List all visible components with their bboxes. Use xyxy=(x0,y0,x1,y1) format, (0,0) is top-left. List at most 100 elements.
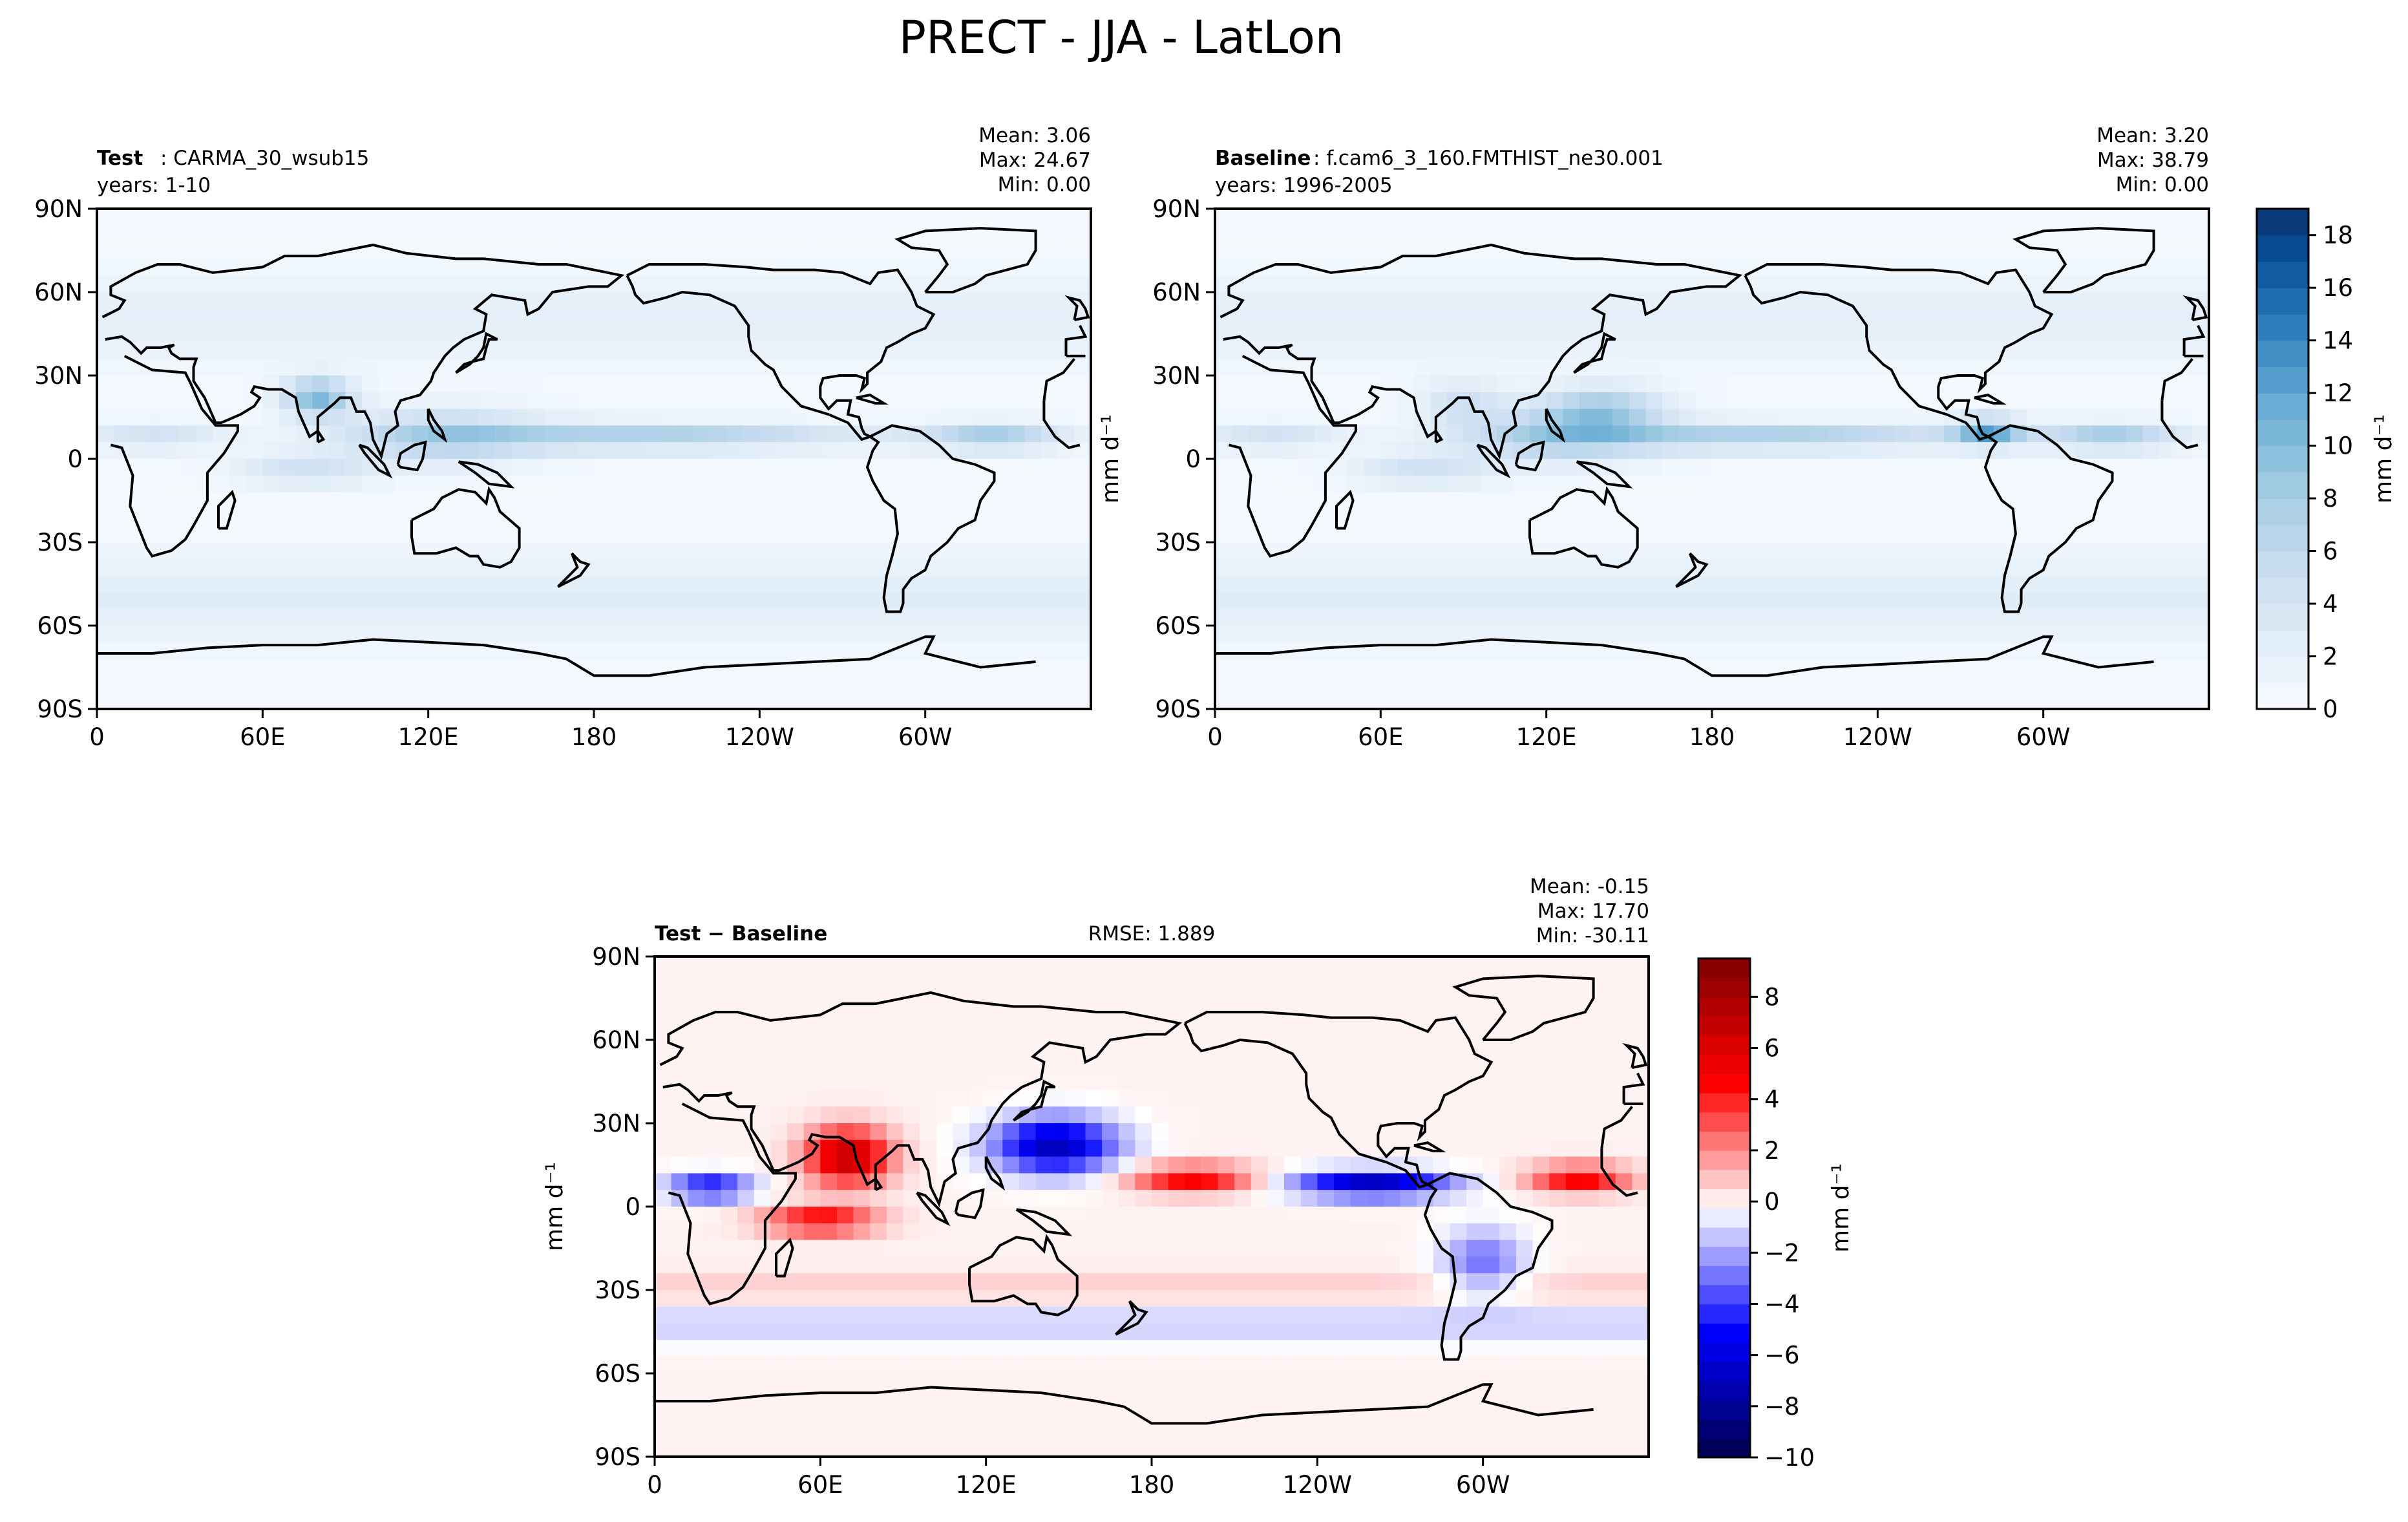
test-heatmap-cell xyxy=(610,575,628,593)
test-heatmap-cell xyxy=(975,242,992,259)
baseline-heatmap-cell xyxy=(1264,558,1282,576)
test-heatmap-cell xyxy=(163,275,180,293)
difference-heatmap-cell xyxy=(688,1306,705,1324)
baseline-heatmap-cell xyxy=(2126,308,2144,326)
test-heatmap-cell xyxy=(610,308,628,326)
test-heatmap-cell xyxy=(328,275,346,293)
test-heatmap-cell xyxy=(146,675,164,693)
baseline-heatmap-cell xyxy=(1314,575,1332,593)
baseline-xtick-label: 120E xyxy=(1516,723,1577,751)
baseline-heatmap-cell xyxy=(1712,308,1729,326)
baseline-heatmap-cell xyxy=(1662,525,1680,543)
test-heatmap-cell xyxy=(395,509,412,526)
test-heatmap-cell xyxy=(196,659,214,676)
test-heatmap-cell xyxy=(378,375,396,393)
difference-heatmap-cell xyxy=(1102,1156,1119,1174)
baseline-heatmap-cell xyxy=(1446,609,1464,626)
baseline-heatmap-cell xyxy=(1413,225,1431,243)
test-heatmap-cell xyxy=(560,408,578,426)
baseline-heatmap-cell xyxy=(1463,592,1481,609)
baseline-heatmap-cell xyxy=(1728,308,1746,326)
test-heatmap-cell xyxy=(412,475,429,493)
difference-heatmap-cell xyxy=(1300,1223,1318,1241)
test-heatmap-cell xyxy=(560,442,578,460)
test-heatmap-cell xyxy=(146,342,164,359)
baseline-heatmap-cell xyxy=(2159,292,2177,310)
figure-title: PRECT - JJA - LatLon xyxy=(899,11,1344,64)
baseline-heatmap-cell xyxy=(1927,209,1945,226)
baseline-heatmap-cell xyxy=(1530,492,1547,509)
difference-heatmap-cell xyxy=(704,1240,722,1257)
test-heatmap-cell xyxy=(478,542,495,560)
difference-heatmap-cell xyxy=(969,1223,987,1241)
test-heatmap-cell xyxy=(461,575,479,593)
difference-heatmap-cell xyxy=(1118,1073,1135,1090)
baseline-heatmap-cell xyxy=(1678,626,1696,643)
test-heatmap-cell xyxy=(1041,492,1059,509)
baseline-heatmap-cell xyxy=(1877,492,1895,509)
test-heatmap-cell xyxy=(660,492,677,509)
baseline-heatmap-cell xyxy=(1712,292,1729,310)
difference-heatmap-cell xyxy=(1234,1040,1252,1057)
baseline-heatmap-cell xyxy=(1364,209,1381,226)
baseline-heatmap-cell xyxy=(1463,509,1481,526)
difference-heatmap-cell xyxy=(1068,1156,1086,1174)
test-heatmap-cell xyxy=(693,308,711,326)
difference-heatmap-cell xyxy=(721,1240,738,1257)
test-heatmap-cell xyxy=(859,342,876,359)
difference-heatmap-cell xyxy=(886,1090,904,1107)
baseline-heatmap-cell xyxy=(1943,209,1961,226)
difference-heatmap-cell xyxy=(870,1240,887,1257)
test-heatmap-cell xyxy=(97,542,114,560)
difference-heatmap-cell xyxy=(1615,1023,1632,1041)
test-heatmap-cell xyxy=(643,509,661,526)
difference-heatmap-cell xyxy=(1135,1290,1152,1307)
difference-heatmap-cell xyxy=(1565,1056,1583,1074)
test-heatmap-cell xyxy=(610,692,628,709)
test-heatmap-cell xyxy=(560,375,578,393)
difference-heatmap-cell xyxy=(1152,1156,1169,1174)
baseline-heatmap-cell xyxy=(2159,359,2177,376)
difference-heatmap-cell xyxy=(737,1090,755,1107)
baseline-heatmap-cell xyxy=(1712,509,1729,526)
difference-heatmap-cell xyxy=(1333,1256,1351,1274)
difference-heatmap-cell xyxy=(920,1256,937,1274)
baseline-heatmap-cell xyxy=(2093,325,2110,343)
baseline-heatmap-cell xyxy=(1728,325,1746,343)
difference-heatmap-cell xyxy=(704,1223,722,1241)
test-heatmap-cell xyxy=(544,442,562,460)
difference-heatmap-cell xyxy=(787,1006,805,1024)
test-heatmap-cell xyxy=(958,558,976,576)
test-heatmap-cell xyxy=(1057,242,1075,259)
baseline-heatmap-cell xyxy=(1861,275,1878,293)
test-heatmap-cell xyxy=(97,609,114,626)
test-heatmap-cell xyxy=(975,575,992,593)
baseline-heatmap-cell xyxy=(1778,342,1795,359)
test-heatmap-cell xyxy=(1074,558,1091,576)
baseline-heatmap-cell xyxy=(1927,292,1945,310)
test-heatmap-cell xyxy=(859,525,876,543)
baseline-heatmap-cell xyxy=(1712,425,1729,443)
baseline-heatmap-cell xyxy=(2109,442,2127,460)
difference-heatmap-cell xyxy=(737,989,755,1007)
baseline-heatmap-cell xyxy=(1993,308,2011,326)
difference-heatmap-cell xyxy=(1135,973,1152,991)
test-heatmap-cell xyxy=(295,692,313,709)
baseline-heatmap-cell xyxy=(1894,525,1912,543)
test-heatmap-cell xyxy=(743,425,760,443)
test-heatmap-cell xyxy=(428,342,445,359)
baseline-heatmap-cell xyxy=(2126,408,2144,426)
baseline-heatmap-cell xyxy=(1811,475,1829,493)
difference-heatmap-cell xyxy=(1085,1273,1103,1291)
baseline-heatmap-cell xyxy=(1530,558,1547,576)
baseline-heatmap-cell xyxy=(1480,692,1497,709)
baseline-heatmap-cell xyxy=(1496,475,1514,493)
difference-heatmap-cell xyxy=(1085,1123,1103,1141)
test-heatmap-cell xyxy=(544,408,562,426)
test-heatmap-cell xyxy=(511,626,529,643)
test-heatmap-cell xyxy=(610,375,628,393)
baseline-heatmap-cell xyxy=(2027,275,2044,293)
test-heatmap-cell xyxy=(395,375,412,393)
difference-heatmap-cell xyxy=(1483,1073,1500,1090)
baseline-heatmap-cell xyxy=(1314,308,1332,326)
